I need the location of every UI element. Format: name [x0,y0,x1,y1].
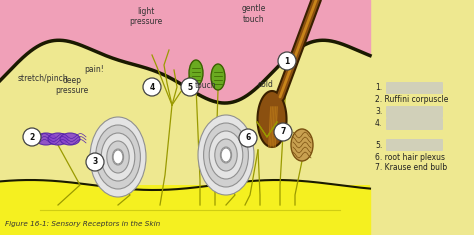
Circle shape [278,52,296,70]
Text: 1.: 1. [375,83,382,93]
Text: 4: 4 [149,82,155,91]
Text: 5.: 5. [375,141,382,149]
Text: 1: 1 [284,56,290,66]
Text: 6. root hair plexus: 6. root hair plexus [375,153,445,161]
Ellipse shape [220,147,232,163]
Circle shape [274,123,292,141]
Ellipse shape [90,117,146,197]
Text: 2. Ruffini corpuscle: 2. Ruffini corpuscle [375,95,448,105]
Text: 3.: 3. [375,107,382,117]
Text: 5: 5 [187,82,192,91]
Ellipse shape [113,150,123,164]
Text: touch: touch [194,81,216,90]
Ellipse shape [211,64,225,90]
Circle shape [181,78,199,96]
Circle shape [239,129,257,147]
FancyBboxPatch shape [386,106,443,118]
Ellipse shape [209,131,243,179]
FancyBboxPatch shape [386,118,443,130]
Ellipse shape [48,133,68,145]
Text: stretch/pinch: stretch/pinch [17,74,68,83]
FancyBboxPatch shape [386,139,443,151]
Text: 7: 7 [280,128,286,137]
Bar [0,185,370,235]
Ellipse shape [60,133,80,145]
Text: pain!: pain! [84,65,104,74]
Text: 3: 3 [92,157,98,167]
Ellipse shape [112,149,124,165]
Text: 2: 2 [29,133,35,141]
Text: Figure 16-1: Sensory Receptors in the Skin: Figure 16-1: Sensory Receptors in the Sk… [5,221,160,227]
Text: 6: 6 [246,133,251,142]
Bar [370,0,474,235]
Text: deep
pressure: deep pressure [55,76,89,95]
Circle shape [86,153,104,171]
Circle shape [143,78,161,96]
Ellipse shape [215,139,237,171]
Ellipse shape [221,148,231,162]
Ellipse shape [96,125,140,189]
Ellipse shape [101,133,135,181]
Polygon shape [257,91,286,147]
Ellipse shape [198,115,254,195]
Text: light
pressure: light pressure [129,7,163,26]
Text: gentle
touch: gentle touch [241,4,265,24]
Ellipse shape [291,129,313,161]
Circle shape [23,128,41,146]
Circle shape [283,58,291,66]
Bar [0,0,370,185]
Ellipse shape [36,133,56,145]
FancyBboxPatch shape [386,82,443,94]
Ellipse shape [204,123,248,187]
Text: 7. Krause end bulb: 7. Krause end bulb [375,164,447,172]
Ellipse shape [189,60,203,86]
Text: 4.: 4. [375,120,382,129]
Text: cold: cold [257,80,273,89]
Ellipse shape [107,141,129,173]
